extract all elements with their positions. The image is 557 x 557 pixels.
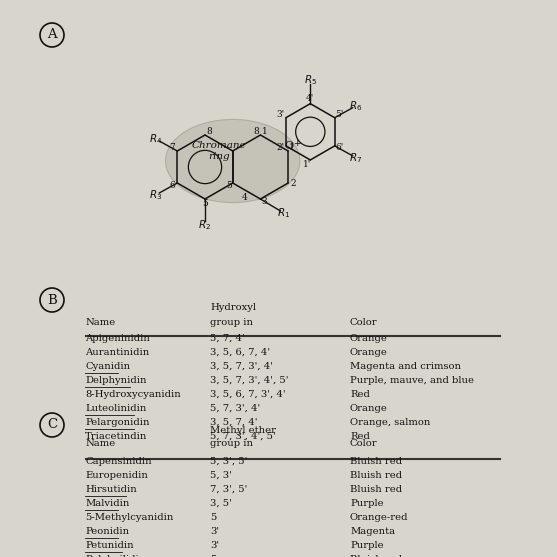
Text: Europenidin: Europenidin <box>85 471 148 480</box>
Text: Hirsutidin: Hirsutidin <box>85 485 137 494</box>
Text: Aurantinidin: Aurantinidin <box>85 348 149 357</box>
Text: Pulcheilidin: Pulcheilidin <box>85 555 145 557</box>
Text: 8: 8 <box>206 128 212 136</box>
Text: 5, 7, 4': 5, 7, 4' <box>210 334 245 343</box>
Text: 5: 5 <box>226 182 232 190</box>
Text: 3, 5, 7, 3', 4': 3, 5, 7, 3', 4' <box>210 362 273 371</box>
Text: Chromane
ring: Chromane ring <box>192 141 246 161</box>
Text: 3, 5, 7, 4': 3, 5, 7, 4' <box>210 418 257 427</box>
Ellipse shape <box>165 119 300 203</box>
Text: Malvidin: Malvidin <box>85 499 129 508</box>
Text: Purple: Purple <box>350 541 384 550</box>
Text: Bluish red: Bluish red <box>350 471 402 480</box>
Text: Color: Color <box>350 318 378 327</box>
Text: 4': 4' <box>306 94 315 103</box>
Text: Triacetindin: Triacetindin <box>85 432 148 441</box>
Text: 5, 7, 3', 4', 5': 5, 7, 3', 4', 5' <box>210 432 276 441</box>
Text: Orange-red: Orange-red <box>350 513 408 522</box>
Text: +: + <box>294 139 301 148</box>
Text: Cyanidin: Cyanidin <box>85 362 130 371</box>
Text: A: A <box>47 28 57 42</box>
Text: Petunidin: Petunidin <box>85 541 134 550</box>
Text: Hydroxyl: Hydroxyl <box>210 303 256 312</box>
Text: Apigeninidin: Apigeninidin <box>85 334 150 343</box>
Text: Orange: Orange <box>350 348 388 357</box>
Text: 7: 7 <box>169 144 175 153</box>
Text: Purple: Purple <box>350 499 384 508</box>
Text: 3, 5, 7, 3', 4', 5': 3, 5, 7, 3', 4', 5' <box>210 376 289 385</box>
Text: 6: 6 <box>169 182 175 190</box>
Text: 5, 3', 5': 5, 3', 5' <box>210 457 247 466</box>
Text: Magenta: Magenta <box>350 527 395 536</box>
Text: $R_2$: $R_2$ <box>198 218 212 232</box>
Text: Color: Color <box>350 439 378 448</box>
Text: 3, 5, 6, 7, 4': 3, 5, 6, 7, 4' <box>210 348 270 357</box>
Text: $R_3$: $R_3$ <box>149 188 163 202</box>
Text: $R_1$: $R_1$ <box>277 206 291 220</box>
Text: $R_6$: $R_6$ <box>349 99 363 113</box>
Text: Purple, mauve, and blue: Purple, mauve, and blue <box>350 376 474 385</box>
Text: $R_7$: $R_7$ <box>349 151 363 164</box>
Text: O: O <box>285 141 294 151</box>
Text: 1': 1' <box>303 160 311 169</box>
Text: 3: 3 <box>262 198 267 207</box>
Text: 5: 5 <box>210 513 216 522</box>
Text: 5-Methylcyanidin: 5-Methylcyanidin <box>85 513 173 522</box>
Text: Pelargonidin: Pelargonidin <box>85 418 149 427</box>
Text: group in: group in <box>210 439 253 448</box>
Text: Red: Red <box>350 432 370 441</box>
Text: 5, 7, 3', 4': 5, 7, 3', 4' <box>210 404 260 413</box>
Text: 8-Hydroxycyanidin: 8-Hydroxycyanidin <box>85 390 181 399</box>
Text: 1: 1 <box>262 126 267 135</box>
Text: Luteolinidin: Luteolinidin <box>85 404 146 413</box>
Text: Capensinidin: Capensinidin <box>85 457 152 466</box>
Text: Bluish red: Bluish red <box>350 485 402 494</box>
Text: Bluish red: Bluish red <box>350 555 402 557</box>
Text: B: B <box>47 294 57 306</box>
Text: 3, 5, 6, 7, 3', 4': 3, 5, 6, 7, 3', 4' <box>210 390 286 399</box>
Text: Delphynidin: Delphynidin <box>85 376 146 385</box>
Text: 2': 2' <box>277 143 285 153</box>
Text: 3': 3' <box>277 110 285 119</box>
Text: Name: Name <box>85 318 115 327</box>
Text: 3, 5': 3, 5' <box>210 499 232 508</box>
Text: Orange: Orange <box>350 404 388 413</box>
Text: 2: 2 <box>290 178 296 188</box>
Text: group in: group in <box>210 318 253 327</box>
Text: 5': 5' <box>335 110 344 119</box>
Text: Magenta and crimson: Magenta and crimson <box>350 362 461 371</box>
Text: 4: 4 <box>242 193 247 202</box>
Text: 1: 1 <box>289 143 295 152</box>
Text: $R_4$: $R_4$ <box>149 133 163 146</box>
Text: Red: Red <box>350 390 370 399</box>
Text: 5: 5 <box>202 199 208 208</box>
Text: Methyl ether: Methyl ether <box>210 426 276 435</box>
Text: 3': 3' <box>210 527 219 536</box>
Text: Peonidin: Peonidin <box>85 527 129 536</box>
Text: Bluish red: Bluish red <box>350 457 402 466</box>
Text: $R_5$: $R_5$ <box>304 73 317 87</box>
Text: 5: 5 <box>210 555 216 557</box>
Text: 6': 6' <box>335 143 344 153</box>
Text: 8: 8 <box>253 126 260 135</box>
Text: Name: Name <box>85 439 115 448</box>
Text: Orange: Orange <box>350 334 388 343</box>
Text: 5, 3': 5, 3' <box>210 471 232 480</box>
Text: C: C <box>47 418 57 432</box>
Text: 7, 3', 5': 7, 3', 5' <box>210 485 247 494</box>
Text: Orange, salmon: Orange, salmon <box>350 418 431 427</box>
Text: 3': 3' <box>210 541 219 550</box>
